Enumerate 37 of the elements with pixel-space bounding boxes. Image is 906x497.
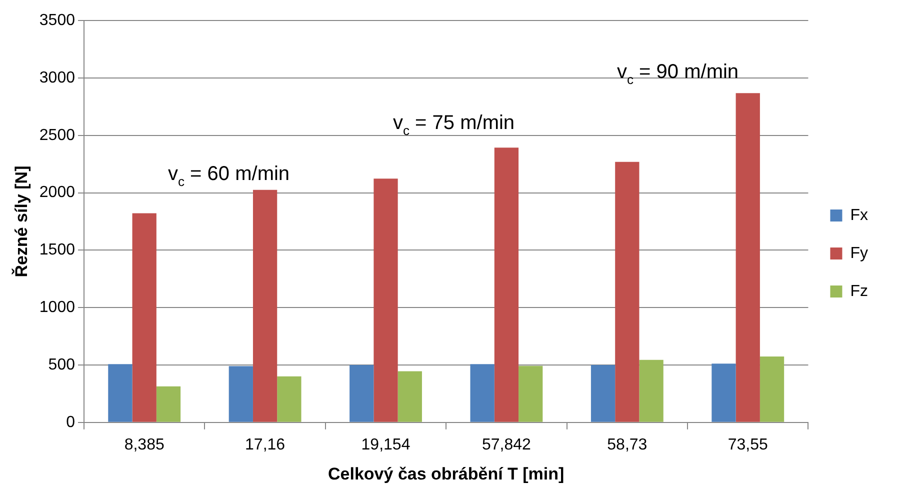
bar [615,162,640,422]
y-axis-title: Řezné síly [N] [10,166,31,278]
bar [108,364,132,422]
bar [736,93,760,422]
bar [228,366,253,422]
x-tick-label: 19,154 [361,436,410,454]
x-tick-label: 57,842 [482,436,532,454]
y-tick-label: 500 [48,356,76,374]
y-tick-label: 0 [66,414,76,431]
y-tick-label: 3500 [39,12,76,30]
bar [374,178,398,422]
x-tick-label: 8,385 [124,436,164,454]
bar [252,190,278,422]
y-tick-label: 3000 [39,69,76,86]
bar [470,364,494,422]
x-tick-label: 58,73 [607,436,648,454]
bar [398,371,422,422]
legend-label: Fy [850,244,868,262]
bar [590,365,616,422]
bar [494,148,519,422]
bar [760,356,784,422]
bar [350,365,374,422]
bar [277,376,302,422]
x-tick-label: 73,55 [728,436,768,454]
bar [712,364,736,422]
y-tick-label: 1000 [39,299,76,316]
legend-label: Fz [850,282,868,300]
x-tick-label: 17,16 [245,436,286,454]
legend-label: Fx [850,206,868,224]
y-tick-label: 2000 [39,184,76,202]
bar [132,213,156,422]
y-tick-label: 2500 [39,126,76,144]
y-tick-label: 1500 [39,242,76,259]
bar [639,360,664,422]
bar [156,386,181,422]
bar [518,366,543,422]
x-axis-title: Celkový čas obrábění T [min] [328,464,564,484]
